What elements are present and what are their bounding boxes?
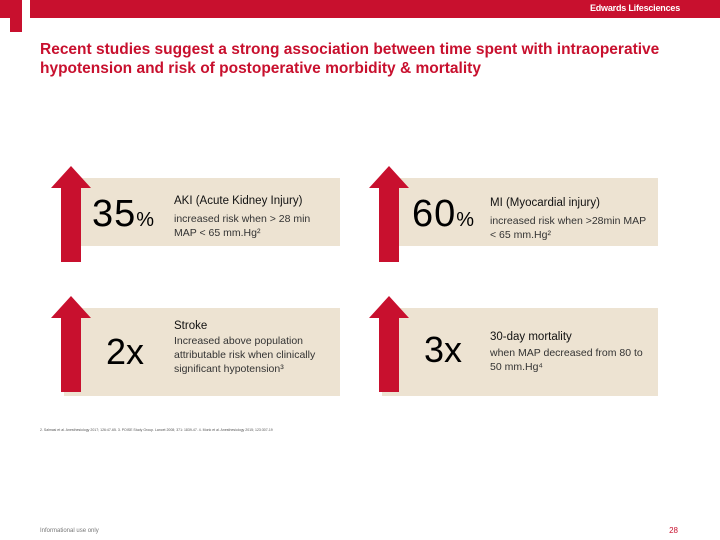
- stat-value: 60: [412, 193, 457, 235]
- brand-corner-block-small: [10, 18, 22, 32]
- stat-unit: %: [136, 209, 156, 231]
- page-number: 28: [669, 526, 678, 535]
- stat-desc-aki: increased risk when > 28 min MAP < 65 mm…: [174, 213, 311, 239]
- stat-card-mortality: [382, 308, 658, 396]
- stat-card-stroke: [64, 308, 340, 396]
- stat-unit: %: [456, 209, 476, 231]
- stat-number-stroke: 2x: [106, 331, 145, 372]
- slide-title: Recent studies suggest a strong associat…: [40, 41, 660, 77]
- footer-disclaimer: Informational use only: [40, 528, 99, 534]
- stat-number-aki: 35%: [92, 193, 155, 236]
- stat-number-mortality: 3x: [424, 329, 463, 370]
- brand-corner-block: [0, 0, 22, 18]
- stat-desc-stroke: Increased above population attributable …: [174, 335, 316, 375]
- stat-card-mi: [382, 178, 658, 246]
- stat-title-mi: MI (Myocardial injury): [490, 197, 600, 209]
- stat-desc-mi: increased risk when >28min MAP < 65 mm.H…: [490, 215, 646, 241]
- stat-title-stroke: Stroke: [174, 320, 208, 332]
- up-arrow-icon: [51, 296, 91, 392]
- top-brand-bar: Edwards Lifesciences: [30, 0, 720, 18]
- up-arrow-icon: [369, 296, 409, 392]
- stat-card-aki: [64, 178, 340, 246]
- references: 2. Salmasi et al. Anesthesiology 2017; 1…: [40, 428, 273, 432]
- brand-logo-text: Edwards Lifesciences: [589, 3, 680, 13]
- stat-number-mi: 60%: [412, 193, 475, 236]
- stat-title-mortality: 30-day mortality: [490, 331, 572, 343]
- up-arrow-icon: [369, 166, 409, 262]
- stat-desc-mortality: when MAP decreased from 80 to 50 mm.Hg⁴: [490, 347, 643, 373]
- stat-value: 35: [92, 193, 137, 235]
- stat-title-aki: AKI (Acute Kidney Injury): [174, 195, 303, 207]
- up-arrow-icon: [51, 166, 91, 262]
